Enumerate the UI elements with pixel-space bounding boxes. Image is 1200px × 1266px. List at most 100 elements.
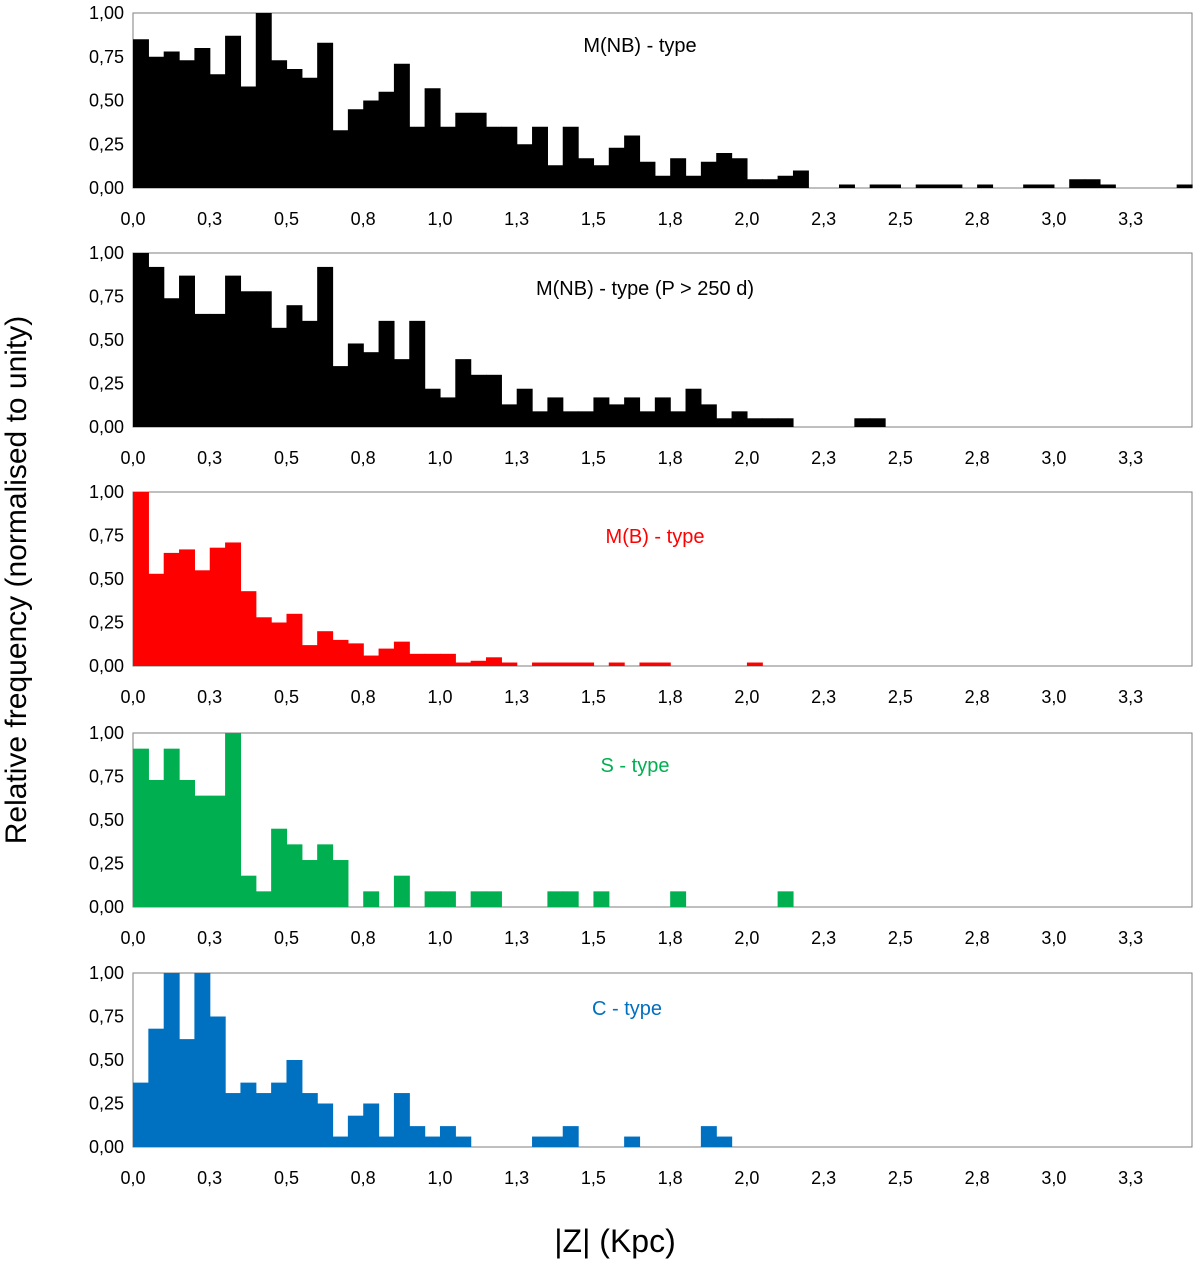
x-tick-label: 1,3 xyxy=(504,209,529,229)
x-tick-label: 0,0 xyxy=(120,928,145,948)
histogram-bar xyxy=(854,418,871,427)
histogram-bar xyxy=(608,662,625,666)
histogram-bar xyxy=(332,366,349,427)
x-tick-label: 0,5 xyxy=(274,209,299,229)
x-tick-label: 2,5 xyxy=(888,928,913,948)
histogram-bar xyxy=(486,891,502,907)
histogram-bar xyxy=(516,388,533,427)
histogram-bar xyxy=(608,404,625,427)
y-tick-label: 0,75 xyxy=(89,47,124,67)
x-tick-label: 1,5 xyxy=(581,209,606,229)
histogram-bar xyxy=(915,184,932,188)
histogram-bar xyxy=(777,891,794,907)
x-tick-label: 2,3 xyxy=(811,928,836,948)
x-tick-label: 1,3 xyxy=(504,448,529,468)
histogram-bar xyxy=(194,795,211,907)
histogram-bar xyxy=(240,291,257,427)
histogram-bar xyxy=(209,795,226,907)
histogram-bar xyxy=(639,161,656,188)
histogram-bar xyxy=(716,418,733,427)
histogram-bar xyxy=(593,397,610,427)
histogram-bar xyxy=(1023,184,1040,188)
histogram-bar xyxy=(946,184,963,188)
histogram-bar xyxy=(271,622,288,666)
histogram-bar xyxy=(1084,179,1101,188)
histogram-bar xyxy=(716,1136,733,1147)
x-tick-label: 3,3 xyxy=(1118,687,1143,707)
x-tick-label: 0,8 xyxy=(351,448,376,468)
x-tick-label: 2,0 xyxy=(734,928,759,948)
x-tick-label: 1,3 xyxy=(504,1168,529,1188)
histogram-bar xyxy=(624,135,641,188)
histogram-bar xyxy=(639,662,656,666)
y-tick-label: 0,00 xyxy=(89,897,124,917)
histogram-bar xyxy=(179,1039,195,1147)
histogram-bar xyxy=(240,591,257,666)
histogram-bar xyxy=(225,733,242,907)
x-tick-label: 2,0 xyxy=(734,687,759,707)
histogram-bar xyxy=(148,1028,165,1147)
x-tick-label: 3,0 xyxy=(1041,209,1066,229)
histogram-bar xyxy=(547,891,564,907)
histogram-bar xyxy=(271,1082,288,1147)
x-tick-label: 2,8 xyxy=(965,687,990,707)
histogram-bar xyxy=(670,891,687,907)
histogram-bar xyxy=(486,126,502,188)
histogram-bar xyxy=(731,158,748,188)
histogram-bar xyxy=(501,662,518,666)
histogram-bar xyxy=(301,1093,318,1147)
x-tick-label: 3,0 xyxy=(1041,448,1066,468)
y-tick-label: 0,25 xyxy=(89,1094,124,1114)
histogram-bar xyxy=(332,1136,349,1147)
histogram-bar xyxy=(700,1126,717,1147)
histogram-bar xyxy=(424,1136,441,1147)
histogram-bar xyxy=(240,86,257,188)
x-tick-label: 3,3 xyxy=(1118,209,1143,229)
histogram-bar xyxy=(578,411,595,427)
histogram-bar xyxy=(378,648,395,666)
y-axis-label: Relative frequency (normalised to unity) xyxy=(0,316,33,845)
histogram-bar xyxy=(439,1126,456,1147)
x-tick-label: 0,3 xyxy=(197,687,222,707)
histogram-bar xyxy=(332,130,349,188)
histogram-bar xyxy=(654,662,671,666)
histogram-bar xyxy=(163,298,180,427)
y-tick-label: 0,50 xyxy=(89,330,124,350)
x-tick-label: 1,8 xyxy=(658,687,683,707)
histogram-bar xyxy=(777,418,794,427)
histogram-bar xyxy=(578,158,595,188)
histogram-bar xyxy=(363,1103,380,1147)
histogram-bar xyxy=(286,69,303,188)
histogram-bar xyxy=(363,891,380,907)
histogram-bar xyxy=(654,397,671,427)
histogram-bar xyxy=(439,126,456,188)
histogram-bar xyxy=(194,570,211,666)
plot-frame xyxy=(132,491,1193,667)
histogram-bar xyxy=(194,48,211,188)
x-tick-label: 1,8 xyxy=(658,448,683,468)
y-tick-label: 1,00 xyxy=(89,482,124,502)
histogram-bar xyxy=(654,175,671,188)
histogram-bar xyxy=(363,100,380,188)
histogram-bar xyxy=(163,51,180,188)
x-tick-label: 3,0 xyxy=(1041,928,1066,948)
histogram-bar xyxy=(1069,179,1086,188)
histogram-bar xyxy=(1176,184,1193,188)
histogram-bar xyxy=(255,1093,272,1147)
panel-title: M(B) - type xyxy=(606,526,705,548)
x-tick-label: 2,3 xyxy=(811,448,836,468)
histogram-bar xyxy=(439,653,456,666)
x-tick-label: 0,0 xyxy=(120,448,145,468)
panel-title: S - type xyxy=(601,755,670,777)
histogram-bar xyxy=(363,655,380,666)
histogram-bar xyxy=(240,875,257,907)
histogram-bar xyxy=(486,374,502,427)
histogram-bar xyxy=(393,641,410,666)
histogram-bar xyxy=(547,1136,564,1147)
histogram-bar xyxy=(133,253,149,427)
y-tick-label: 0,00 xyxy=(89,656,124,676)
histogram-bar xyxy=(332,639,349,666)
x-tick-label: 3,3 xyxy=(1118,1168,1143,1188)
histogram-bar xyxy=(562,1126,579,1147)
y-tick-label: 0,25 xyxy=(89,854,124,874)
